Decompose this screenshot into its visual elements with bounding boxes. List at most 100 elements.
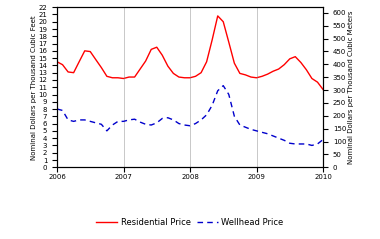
Line: Wellhead Price: Wellhead Price: [57, 86, 323, 145]
Residential Price: [293, 55, 298, 58]
Residential Price: [127, 76, 131, 78]
Wellhead Price: [188, 124, 192, 127]
Wellhead Price: [204, 113, 209, 116]
Residential Price: [265, 73, 270, 76]
Wellhead Price: [315, 142, 320, 145]
Residential Price: [77, 60, 81, 63]
Residential Price: [160, 54, 165, 57]
Wellhead Price: [82, 119, 87, 121]
Residential Price: [182, 76, 187, 79]
Residential Price: [93, 58, 98, 61]
Residential Price: [310, 77, 314, 80]
Wellhead Price: [265, 132, 270, 135]
Wellhead Price: [60, 109, 65, 112]
Residential Price: [221, 20, 226, 23]
Residential Price: [287, 57, 292, 60]
Residential Price: [66, 71, 70, 73]
Wellhead Price: [282, 139, 287, 142]
Residential Price: [110, 76, 115, 79]
Residential Price: [215, 15, 220, 17]
Wellhead Price: [127, 119, 131, 121]
Residential Price: [282, 63, 287, 66]
Residential Price: [193, 75, 198, 78]
Wellhead Price: [132, 118, 137, 121]
Residential Price: [55, 60, 59, 63]
Wellhead Price: [276, 137, 281, 140]
Residential Price: [299, 61, 303, 64]
Wellhead Price: [154, 121, 159, 124]
Residential Price: [60, 63, 65, 66]
Residential Price: [243, 73, 248, 76]
Residential Price: [121, 77, 126, 80]
Wellhead Price: [238, 124, 242, 126]
Wellhead Price: [260, 131, 264, 134]
Residential Price: [232, 62, 237, 65]
Residential Price: [166, 65, 170, 68]
Residential Price: [315, 81, 320, 84]
Wellhead Price: [93, 121, 98, 124]
Wellhead Price: [149, 124, 154, 126]
Wellhead Price: [249, 128, 253, 131]
Residential Price: [154, 46, 159, 49]
Residential Price: [105, 75, 109, 78]
Wellhead Price: [66, 119, 70, 121]
Wellhead Price: [254, 129, 259, 132]
Residential Price: [199, 71, 203, 74]
Residential Price: [276, 68, 281, 71]
Line: Residential Price: Residential Price: [57, 16, 323, 89]
Wellhead Price: [232, 115, 237, 118]
Residential Price: [82, 49, 87, 52]
Wellhead Price: [177, 122, 181, 125]
Residential Price: [143, 60, 148, 62]
Wellhead Price: [116, 120, 120, 123]
Residential Price: [116, 76, 120, 79]
Wellhead Price: [166, 116, 170, 119]
Wellhead Price: [182, 124, 187, 126]
Wellhead Price: [215, 89, 220, 92]
Wellhead Price: [143, 123, 148, 126]
Residential Price: [260, 75, 264, 78]
Residential Price: [149, 48, 154, 51]
Residential Price: [138, 68, 142, 71]
Residential Price: [204, 60, 209, 63]
Y-axis label: Nominal Dollars per Thousand Cubic Feet: Nominal Dollars per Thousand Cubic Feet: [31, 15, 37, 160]
Residential Price: [177, 76, 181, 78]
Wellhead Price: [160, 117, 165, 120]
Residential Price: [254, 76, 259, 79]
Wellhead Price: [310, 144, 314, 147]
Residential Price: [171, 72, 176, 75]
Wellhead Price: [193, 122, 198, 125]
Wellhead Price: [293, 142, 298, 145]
Wellhead Price: [110, 124, 115, 126]
Wellhead Price: [171, 119, 176, 121]
Residential Price: [304, 68, 309, 71]
Residential Price: [210, 38, 214, 41]
Wellhead Price: [243, 126, 248, 129]
Wellhead Price: [287, 142, 292, 145]
Wellhead Price: [321, 138, 325, 141]
Residential Price: [88, 50, 93, 53]
Wellhead Price: [105, 129, 109, 132]
Residential Price: [188, 76, 192, 79]
Residential Price: [249, 76, 253, 78]
Wellhead Price: [55, 108, 59, 110]
Y-axis label: Nominal Dollars per Thousand Cubic Meters: Nominal Dollars per Thousand Cubic Meter…: [348, 11, 354, 164]
Residential Price: [226, 41, 231, 43]
Wellhead Price: [304, 142, 309, 145]
Legend: Residential Price, Wellhead Price: Residential Price, Wellhead Price: [93, 215, 287, 230]
Wellhead Price: [99, 123, 104, 126]
Wellhead Price: [88, 120, 93, 123]
Wellhead Price: [221, 84, 226, 87]
Wellhead Price: [299, 142, 303, 145]
Residential Price: [271, 70, 276, 73]
Residential Price: [321, 88, 325, 91]
Wellhead Price: [77, 119, 81, 121]
Wellhead Price: [71, 120, 76, 123]
Wellhead Price: [210, 104, 214, 107]
Wellhead Price: [121, 120, 126, 123]
Residential Price: [132, 76, 137, 78]
Wellhead Price: [271, 135, 276, 137]
Residential Price: [99, 66, 104, 69]
Wellhead Price: [199, 119, 203, 121]
Residential Price: [71, 71, 76, 74]
